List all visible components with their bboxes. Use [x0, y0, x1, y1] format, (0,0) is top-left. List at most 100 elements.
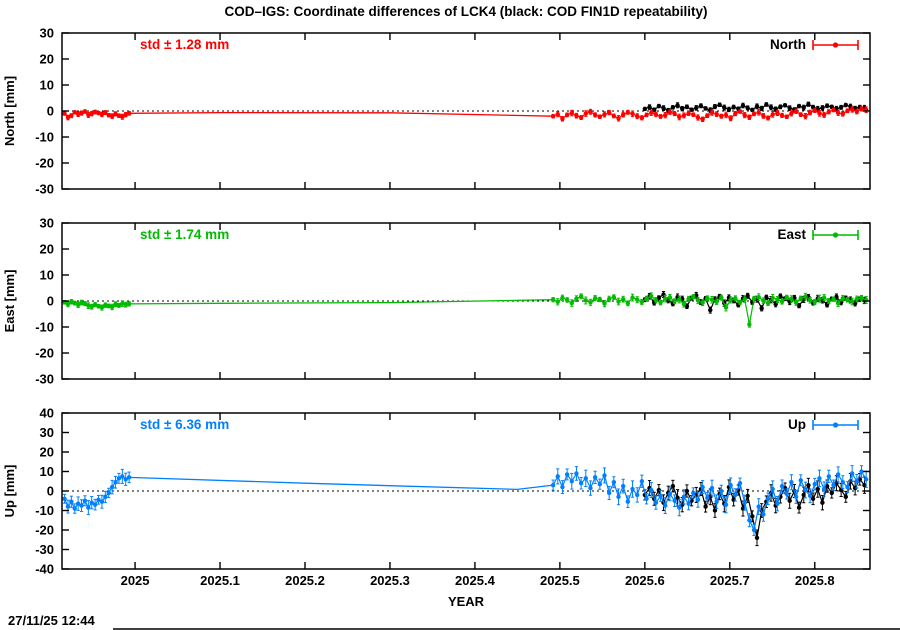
data-point: [712, 508, 718, 513]
legend-label-east: East: [777, 227, 806, 242]
data-point: [663, 503, 668, 508]
data-point: [109, 114, 115, 119]
data-point: [740, 103, 746, 108]
data-point: [779, 113, 785, 118]
data-point: [672, 111, 677, 116]
x-axis-title: YEAR: [448, 594, 485, 609]
panel-east: 30 20 10 0 -10 -20 -30: [35, 216, 871, 387]
data-point: [756, 294, 761, 300]
data-point: [672, 299, 677, 304]
data-point: [807, 493, 813, 499]
data-point: [606, 490, 612, 496]
y-tick-label: 20: [40, 52, 54, 67]
data-point: [801, 105, 806, 110]
data-point: [787, 105, 792, 111]
data-point: [564, 472, 570, 477]
data-point: [761, 298, 766, 303]
data-point: [733, 296, 738, 301]
data-point: [569, 479, 574, 484]
data-point: [770, 295, 775, 301]
y-axis-title-up: Up [mm]: [2, 465, 17, 518]
data-point: [620, 296, 626, 302]
x-tick-label: 2025: [121, 573, 150, 588]
data-point: [770, 112, 775, 117]
data-point: [89, 111, 94, 116]
data-point: [695, 115, 701, 120]
data-point: [843, 494, 848, 500]
data-point: [796, 505, 802, 510]
data-point: [96, 110, 101, 116]
std-label-east: std ± 1.74 mm: [140, 227, 229, 242]
data-point: [789, 480, 794, 485]
data-point: [712, 104, 718, 109]
data-point: [705, 495, 710, 501]
data-point: [82, 301, 88, 306]
data-point: [754, 104, 760, 109]
data-point: [835, 110, 841, 116]
data-point: [635, 297, 640, 302]
data-point: [583, 298, 588, 303]
data-point: [798, 296, 803, 301]
data-point: [817, 476, 822, 481]
data-point: [555, 111, 560, 117]
series-north: [62, 106, 869, 123]
data-point: [649, 293, 654, 299]
data-point: [686, 111, 691, 116]
data-point: [812, 481, 817, 487]
data-point: [578, 481, 584, 486]
data-point: [859, 295, 864, 301]
data-point: [745, 493, 750, 499]
legend-label-north: North: [770, 37, 806, 52]
x-tick-label: 2025.1: [200, 573, 240, 588]
data-point: [647, 104, 652, 110]
y-tick-label: 0: [47, 294, 54, 309]
data-point: [815, 486, 820, 492]
data-point: [69, 299, 74, 304]
data-point: [775, 501, 780, 506]
panel-up: 40 30 20 10 0 -10 -20 -30 -40: [35, 406, 871, 577]
data-point: [708, 307, 713, 313]
data-point: [761, 113, 766, 119]
data-point: [745, 293, 750, 298]
data-point: [859, 469, 864, 474]
data-point: [787, 498, 792, 503]
data-point: [821, 486, 827, 492]
data-point: [86, 505, 91, 510]
data-point: [686, 501, 691, 506]
data-point: [103, 302, 108, 308]
data-point: [625, 110, 631, 115]
data-point: [592, 475, 598, 480]
data-point: [574, 113, 579, 118]
data-point: [639, 115, 645, 120]
data-point: [698, 103, 704, 109]
data-point: [663, 296, 668, 301]
data-point: [667, 295, 673, 300]
data-point: [649, 487, 654, 493]
data-point: [719, 114, 724, 119]
data-point: [616, 116, 621, 121]
data-point: [770, 486, 775, 492]
data-point: [747, 322, 752, 327]
y-tick-label: -30: [35, 542, 54, 557]
data-point: [620, 483, 626, 489]
data-point: [689, 107, 694, 112]
data-point: [681, 494, 687, 500]
x-tick-label: 2025.3: [370, 573, 410, 588]
data-point: [719, 295, 724, 300]
data-point: [821, 295, 827, 300]
data-point: [695, 497, 701, 502]
data-point: [92, 302, 98, 307]
data-point: [852, 485, 858, 491]
data-point: [116, 113, 122, 118]
data-point: [826, 298, 831, 304]
data-point: [784, 114, 789, 119]
data-point: [602, 473, 607, 478]
data-point: [723, 305, 729, 310]
x-tick-label: 2025.4: [455, 573, 496, 588]
data-point: [751, 527, 757, 533]
data-point: [768, 105, 774, 110]
data-point: [764, 102, 769, 107]
data-point: [656, 295, 662, 301]
data-point: [793, 109, 799, 114]
data-point: [653, 298, 659, 303]
